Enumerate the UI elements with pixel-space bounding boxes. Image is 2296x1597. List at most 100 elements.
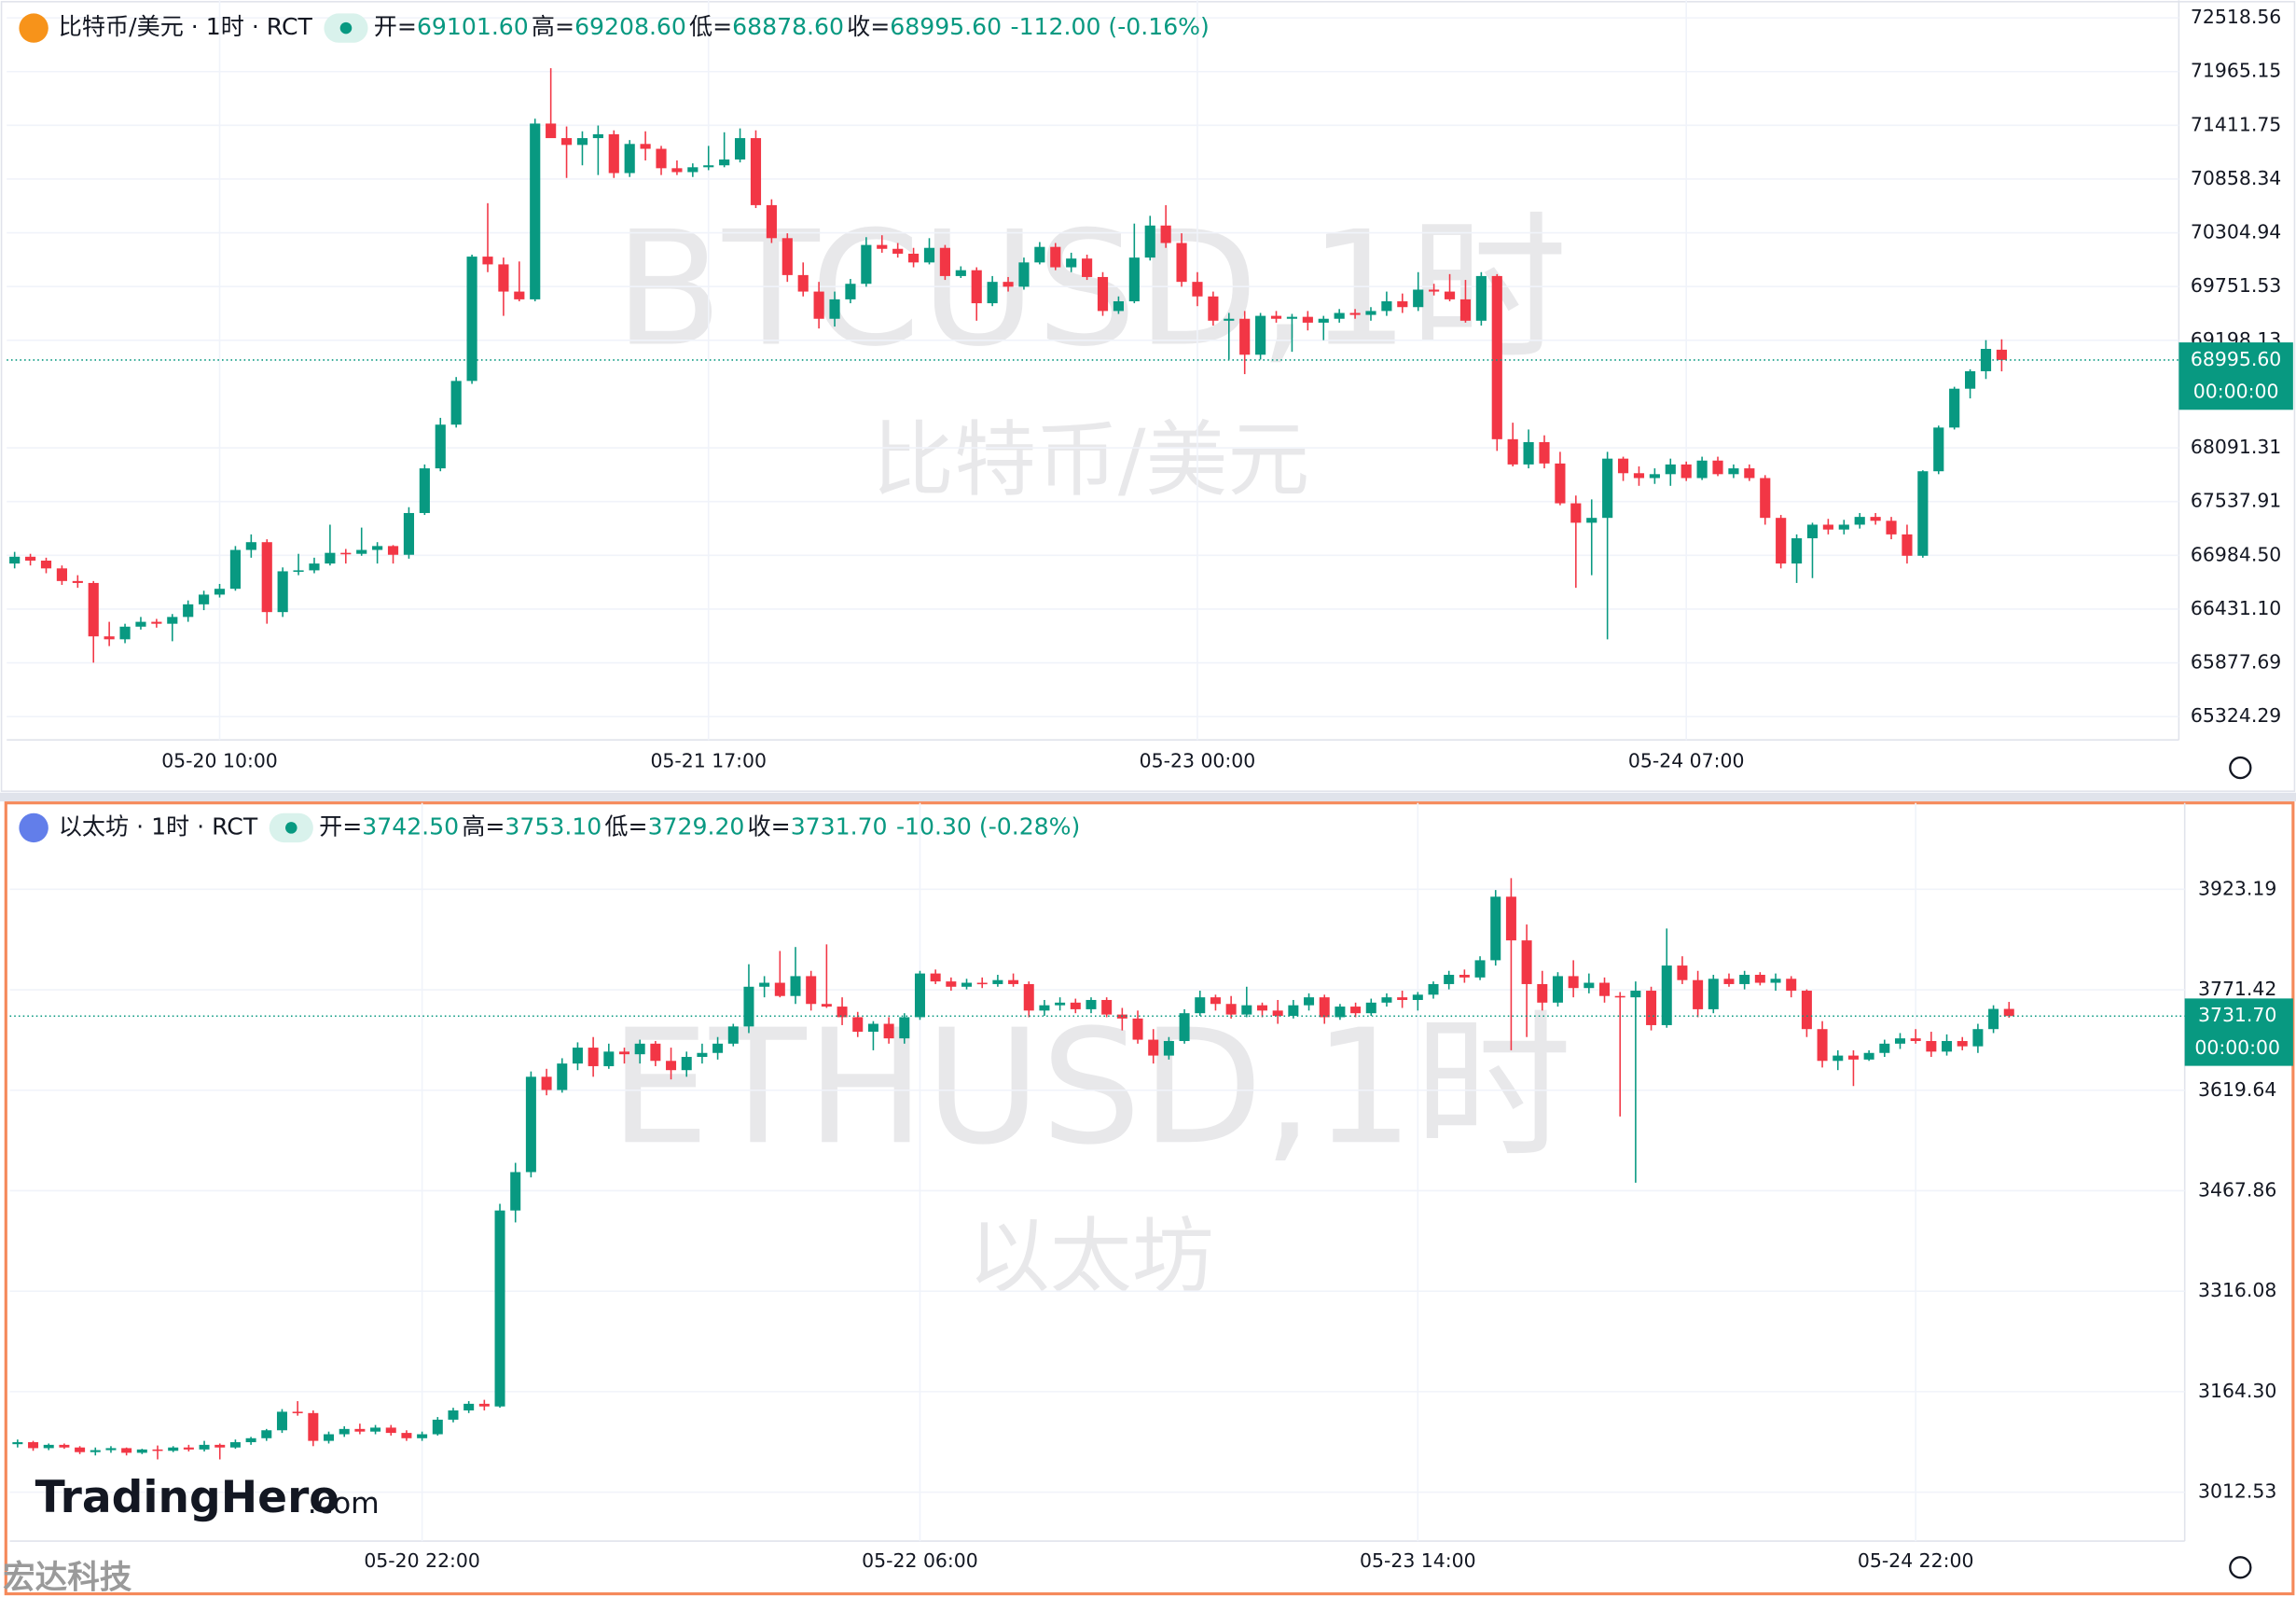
candle-body bbox=[229, 1442, 241, 1448]
candle-body bbox=[1397, 300, 1408, 308]
candle-body bbox=[1822, 524, 1833, 530]
candle-body bbox=[1523, 441, 1534, 465]
candle-body bbox=[1744, 468, 1755, 479]
y-tick-label: 3012.53 bbox=[2198, 1480, 2276, 1503]
candle-body bbox=[152, 1449, 163, 1451]
candle-body bbox=[498, 264, 509, 292]
candle-body bbox=[1712, 460, 1723, 475]
candle-body bbox=[1160, 225, 1171, 243]
candle-body bbox=[946, 981, 957, 987]
candle-body bbox=[1917, 471, 1929, 556]
ohlc-label: 收= bbox=[847, 13, 890, 40]
candle-body bbox=[104, 636, 115, 640]
candle-body bbox=[1965, 370, 1976, 389]
candle-body bbox=[557, 1063, 568, 1090]
candle-body bbox=[1256, 1005, 1267, 1011]
ohlc-value: 69101.60 bbox=[417, 13, 529, 40]
candle-body bbox=[136, 1449, 147, 1453]
candle-body bbox=[525, 1076, 536, 1173]
y-tick-label: 68091.31 bbox=[2191, 436, 2281, 458]
candle-body bbox=[867, 1023, 878, 1033]
y-tick-label: 66431.10 bbox=[2191, 597, 2281, 619]
candle-body bbox=[28, 1442, 39, 1449]
ohlc-value: 3731.70 bbox=[791, 812, 888, 840]
candle-body bbox=[43, 1444, 54, 1449]
bottom-pane-border bbox=[4, 801, 2295, 1596]
settings-button[interactable] bbox=[2229, 756, 2252, 780]
watermark: ETHUSD,1时 bbox=[610, 995, 1572, 1179]
candle-body bbox=[105, 1448, 117, 1451]
candle-body bbox=[939, 247, 950, 276]
candle-body bbox=[603, 1051, 615, 1066]
candle-body bbox=[1505, 896, 1516, 941]
candle-body bbox=[656, 148, 667, 169]
price-tag bbox=[2178, 342, 2293, 410]
candle-body bbox=[199, 1444, 210, 1450]
candle-body bbox=[261, 542, 272, 613]
candle-body bbox=[1132, 1018, 1143, 1040]
candle-body bbox=[1681, 464, 1692, 479]
candle-body bbox=[292, 1411, 303, 1413]
candle-body bbox=[883, 1023, 894, 1039]
candle-body bbox=[703, 165, 714, 168]
candle-body bbox=[1972, 1029, 1984, 1047]
candle-body bbox=[1847, 1055, 1859, 1060]
x-tick-label: 05-23 14:00 bbox=[1360, 1549, 1476, 1572]
candle-body bbox=[1708, 979, 1719, 1009]
candle-body bbox=[482, 257, 493, 265]
candle-body bbox=[72, 580, 83, 583]
candle-body bbox=[1459, 975, 1470, 978]
candle-body bbox=[40, 560, 52, 569]
candle-body bbox=[821, 1004, 832, 1007]
candle-body bbox=[1491, 275, 1502, 439]
symbol-title: 比特币/美元 · 1时 · RCT bbox=[59, 13, 313, 40]
candle-body bbox=[592, 133, 603, 139]
candle-body bbox=[432, 1419, 443, 1435]
candle-body bbox=[727, 1026, 739, 1044]
candle-body bbox=[1614, 995, 1625, 998]
candle-body bbox=[852, 1017, 864, 1033]
candle-body bbox=[759, 982, 770, 987]
candle-body bbox=[1210, 997, 1221, 1005]
candle-body bbox=[88, 582, 99, 637]
candle-body bbox=[712, 1043, 724, 1053]
candle-body bbox=[466, 257, 477, 382]
candle-body bbox=[1475, 275, 1487, 321]
candle-body bbox=[766, 204, 777, 239]
y-tick-label: 3316.08 bbox=[2198, 1279, 2276, 1301]
x-tick-label: 05-24 22:00 bbox=[1858, 1549, 1974, 1572]
candle-body bbox=[183, 1447, 194, 1450]
candle-body bbox=[930, 973, 941, 982]
candle-body bbox=[1101, 999, 1113, 1015]
candle-body bbox=[576, 138, 588, 146]
candle-body bbox=[618, 1051, 629, 1055]
settings-button[interactable] bbox=[2229, 1556, 2252, 1579]
candle-body bbox=[1335, 1007, 1346, 1018]
candle-body bbox=[1833, 1055, 1844, 1062]
candle-body bbox=[1693, 979, 1704, 1009]
x-tick-label: 05-21 17:00 bbox=[650, 750, 767, 772]
price-tag bbox=[2184, 998, 2293, 1066]
y-tick-label: 65324.29 bbox=[2191, 704, 2281, 727]
candle-body bbox=[671, 168, 683, 173]
candle-body bbox=[1879, 1043, 1890, 1053]
candle-body bbox=[308, 1412, 319, 1441]
candle-body bbox=[1086, 999, 1097, 1009]
candle-body bbox=[214, 589, 226, 595]
candle-body bbox=[1349, 312, 1361, 315]
candle-body bbox=[119, 626, 131, 640]
candle-body bbox=[1996, 349, 2007, 360]
candle-body bbox=[245, 542, 256, 550]
candle-body bbox=[435, 424, 446, 469]
candle-body bbox=[1770, 979, 1781, 983]
y-tick-label: 66984.50 bbox=[2191, 543, 2281, 565]
candle-body bbox=[1754, 975, 1765, 983]
candle-body bbox=[1949, 388, 1960, 428]
candle-body bbox=[1926, 1040, 1937, 1052]
candle-body bbox=[1910, 1038, 1921, 1041]
candle-body bbox=[1288, 1005, 1299, 1017]
symbol-icon bbox=[19, 13, 48, 43]
candle-body bbox=[1739, 975, 1750, 984]
countdown: 00:00:00 bbox=[2194, 1036, 2280, 1059]
